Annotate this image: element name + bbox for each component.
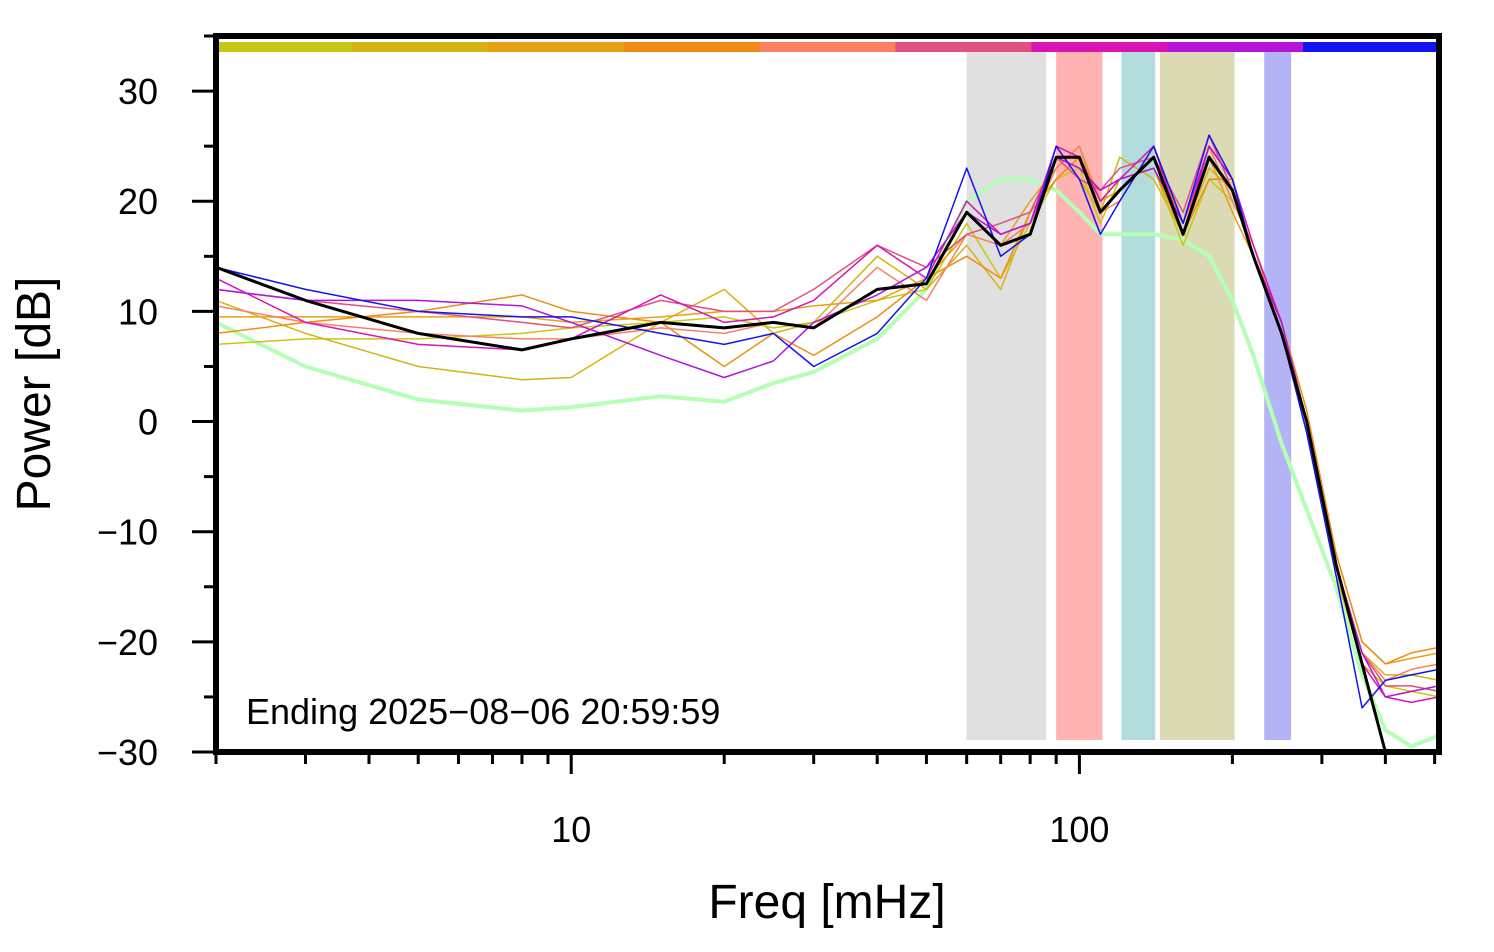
series-line-10 xyxy=(216,155,1390,752)
series-line-2 xyxy=(216,156,1439,682)
shaded-band-1 xyxy=(1056,52,1103,740)
series-line-8 xyxy=(216,145,1439,698)
x-axis-ticks: 10 100 xyxy=(214,752,1437,850)
series-line-5 xyxy=(216,145,1439,682)
y-tick-label-0: 30 xyxy=(118,71,158,112)
y-tick-label-4: −10 xyxy=(97,512,158,553)
series-line-6 xyxy=(216,134,1439,693)
top-color-bar xyxy=(216,42,1440,52)
series-line-3 xyxy=(216,145,1439,665)
top-color-segment-2 xyxy=(487,42,625,52)
top-color-segment-3 xyxy=(623,42,761,52)
y-tick-label-2: 10 xyxy=(118,291,158,332)
shaded-band-3 xyxy=(1159,52,1235,740)
series-line-4 xyxy=(216,156,1439,665)
y-axis-title: Power [dB] xyxy=(8,277,61,512)
top-color-segment-4 xyxy=(759,42,896,52)
y-tick-label-1: 20 xyxy=(118,181,158,222)
top-color-segment-6 xyxy=(1031,42,1168,52)
x-tick-label-1: 100 xyxy=(1049,809,1109,850)
shaded-bands xyxy=(966,52,1292,740)
series-line-9 xyxy=(216,134,1439,709)
y-tick-label-3: 0 xyxy=(138,402,158,443)
x-axis-title: Freq [mHz] xyxy=(708,876,945,929)
top-color-segment-0 xyxy=(216,42,353,52)
top-color-segment-1 xyxy=(351,42,489,52)
plot-frame xyxy=(213,33,1442,755)
top-color-segment-7 xyxy=(1167,42,1304,52)
series-lines xyxy=(216,134,1439,752)
x-tick-label-0: 10 xyxy=(551,809,591,850)
top-color-segment-8 xyxy=(1303,42,1440,52)
top-color-segment-5 xyxy=(895,42,1032,52)
shaded-band-4 xyxy=(1264,52,1292,740)
y-tick-label-6: −30 xyxy=(97,732,158,773)
shaded-band-2 xyxy=(1121,52,1156,740)
series-line-0 xyxy=(216,177,1439,749)
y-tick-label-5: −20 xyxy=(97,622,158,663)
timestamp-annotation: Ending 2025−08−06 20:59:59 xyxy=(246,691,720,732)
series-line-7 xyxy=(216,145,1439,704)
y-axis-ticks: 30 20 10 0 −10 −20 −30 xyxy=(97,34,216,773)
shaded-band-0 xyxy=(966,52,1047,740)
series-line-1 xyxy=(216,167,1439,698)
